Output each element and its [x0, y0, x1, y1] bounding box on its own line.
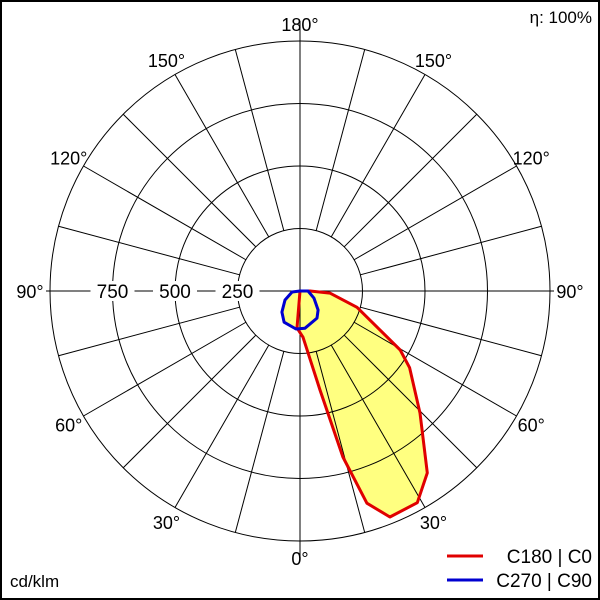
angle-label: 120°	[513, 149, 550, 169]
tick-label-bg	[153, 281, 197, 301]
grid-spoke	[343, 334, 478, 469]
grid-spoke	[330, 344, 426, 508]
grid-spoke	[58, 306, 240, 357]
tick-label-bg	[90, 281, 135, 301]
grid-spoke	[122, 334, 257, 469]
grid-spoke	[58, 225, 240, 276]
series-fill-0	[297, 291, 428, 517]
grid-spoke	[174, 344, 270, 508]
grid-spoke	[83, 165, 247, 261]
efficiency-label: η: 100%	[530, 8, 592, 27]
grid-spoke	[343, 113, 478, 248]
grid-spoke	[353, 165, 517, 261]
grid-spoke	[360, 306, 542, 357]
grid-spoke	[353, 321, 517, 417]
angle-label: 90°	[556, 282, 583, 302]
series-line-0	[295, 289, 429, 519]
grid-spoke	[234, 49, 285, 231]
grid-spoke	[234, 351, 285, 533]
angle-label: 150°	[415, 51, 452, 71]
grid-spoke	[83, 321, 247, 417]
angle-label: 60°	[55, 416, 82, 436]
series-line-1	[280, 289, 320, 331]
radial-tick-label: 750	[97, 282, 129, 303]
grid-spoke	[315, 49, 366, 231]
legend-label: C270 | C90	[496, 571, 592, 592]
grid-spoke	[174, 74, 270, 238]
grid-spoke	[315, 351, 366, 533]
radial-tick-label: 250	[222, 282, 254, 303]
angle-label: 0°	[291, 549, 308, 569]
legend-label: C180 | C0	[507, 547, 592, 568]
angle-label: 30°	[420, 513, 447, 533]
tick-label-bg	[215, 281, 260, 301]
radial-tick-label: 500	[159, 282, 191, 303]
angle-label: 180°	[281, 15, 318, 35]
angle-label: 120°	[50, 149, 87, 169]
grid-spoke	[360, 225, 542, 276]
unit-label: cd/klm	[10, 572, 59, 591]
angle-label: 90°	[16, 282, 43, 302]
angle-label: 30°	[153, 513, 180, 533]
angle-label: 150°	[148, 51, 185, 71]
angle-label: 60°	[518, 416, 545, 436]
grid-spoke	[330, 74, 426, 238]
grid-spoke	[122, 113, 257, 248]
